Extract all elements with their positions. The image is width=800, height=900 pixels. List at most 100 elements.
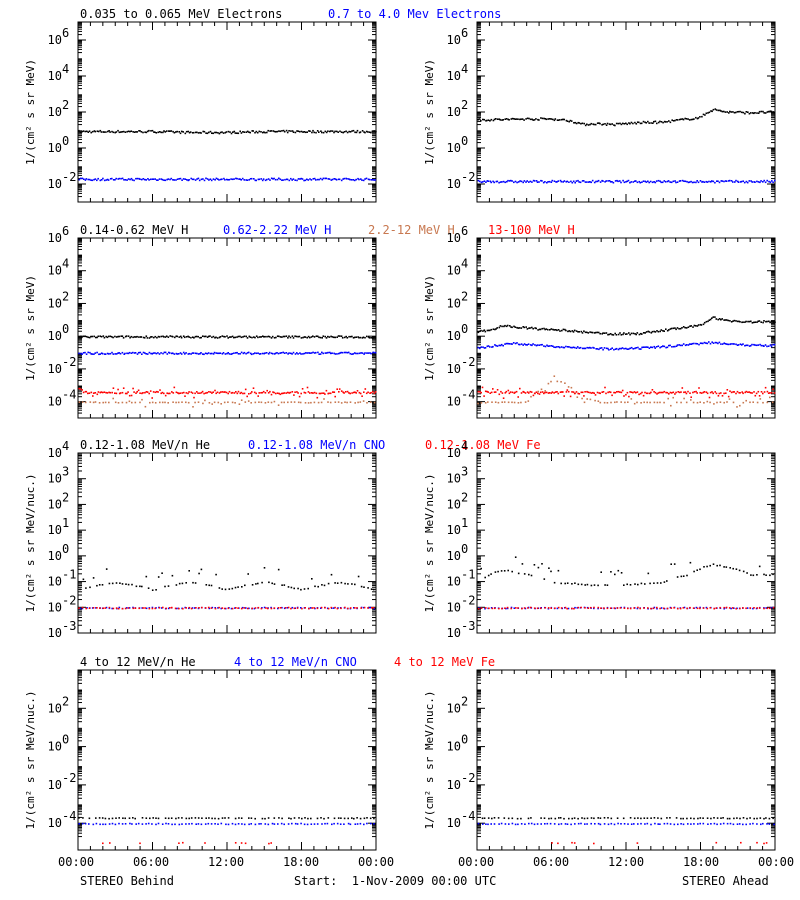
data-point xyxy=(96,336,98,339)
data-point xyxy=(625,393,627,396)
data-point xyxy=(758,110,761,113)
data-point xyxy=(319,336,322,339)
data-point xyxy=(625,122,627,125)
data-point xyxy=(367,391,369,394)
data-point xyxy=(212,391,214,393)
data-point xyxy=(92,401,95,404)
data-point xyxy=(519,343,521,346)
data-point xyxy=(268,581,270,584)
data-point xyxy=(563,346,566,349)
data-point xyxy=(111,130,113,133)
data-point xyxy=(371,130,374,133)
data-point xyxy=(721,395,724,397)
data-point xyxy=(756,817,758,820)
data-point xyxy=(270,130,273,132)
data-point xyxy=(593,347,595,349)
data-point xyxy=(525,326,527,328)
data-point xyxy=(660,329,663,331)
data-point xyxy=(323,584,326,587)
data-point xyxy=(292,351,295,354)
data-point xyxy=(313,401,316,404)
y-tick-label: 10 xyxy=(447,778,461,792)
data-point xyxy=(483,817,486,819)
data-point xyxy=(108,130,110,132)
data-point xyxy=(756,841,758,844)
data-point xyxy=(685,392,688,395)
data-point xyxy=(596,122,599,124)
data-point xyxy=(607,347,609,350)
data-point xyxy=(577,331,579,333)
data-point xyxy=(280,401,283,404)
data-point xyxy=(239,335,241,338)
data-point xyxy=(603,817,606,819)
data-point xyxy=(736,390,739,393)
data-point xyxy=(292,337,295,339)
data-point xyxy=(509,179,512,182)
x-tick-label: 18:00 xyxy=(283,855,319,869)
data-point xyxy=(308,607,310,610)
data-point xyxy=(93,178,95,181)
data-point xyxy=(567,386,570,388)
data-point xyxy=(167,402,169,404)
data-point xyxy=(537,392,539,395)
data-point xyxy=(531,326,533,329)
data-point xyxy=(684,326,686,329)
data-point xyxy=(590,122,593,125)
data-point xyxy=(723,319,725,321)
data-point xyxy=(557,119,560,121)
data-point xyxy=(204,352,207,355)
data-point xyxy=(304,179,307,182)
data-point xyxy=(560,118,563,121)
data-point xyxy=(746,607,749,609)
data-point xyxy=(217,401,220,404)
data-point xyxy=(713,817,715,819)
data-point xyxy=(175,179,177,181)
data-point xyxy=(480,402,483,404)
data-point xyxy=(533,180,536,182)
data-point xyxy=(206,132,209,135)
data-point xyxy=(594,123,597,126)
data-point xyxy=(487,329,490,332)
data-point xyxy=(766,401,769,404)
data-point xyxy=(544,328,546,331)
data-point xyxy=(173,131,176,134)
data-point xyxy=(373,179,375,181)
data-point xyxy=(90,353,92,355)
data-point xyxy=(202,402,204,405)
data-point xyxy=(339,130,341,133)
data-point xyxy=(210,607,213,609)
data-point xyxy=(117,388,119,391)
data-point xyxy=(523,607,526,609)
data-point xyxy=(726,401,728,403)
data-point xyxy=(666,180,669,183)
y-tick-label: 10 xyxy=(48,296,62,310)
data-point xyxy=(200,132,202,134)
y-tick-label: 10 xyxy=(48,264,62,278)
data-point xyxy=(288,352,290,354)
data-point xyxy=(619,122,621,125)
data-point xyxy=(515,607,517,609)
data-point xyxy=(547,328,549,331)
data-point xyxy=(128,394,131,397)
data-point xyxy=(215,352,218,354)
data-point xyxy=(756,823,758,825)
data-point xyxy=(207,822,210,825)
data-point xyxy=(357,575,360,578)
data-point xyxy=(142,178,145,180)
data-point xyxy=(638,348,641,350)
data-point xyxy=(157,822,160,825)
data-point xyxy=(304,607,306,609)
series-1 xyxy=(78,177,377,182)
data-point xyxy=(712,342,715,344)
data-point xyxy=(489,392,491,394)
data-point xyxy=(614,124,616,127)
data-point xyxy=(253,391,256,394)
data-point xyxy=(356,823,359,825)
data-point xyxy=(766,607,769,610)
data-point xyxy=(214,389,216,392)
data-point xyxy=(94,130,97,133)
data-point xyxy=(267,817,270,819)
y-tick-label-exponent: 3 xyxy=(62,465,69,479)
data-point xyxy=(283,401,285,404)
data-point xyxy=(197,817,200,819)
